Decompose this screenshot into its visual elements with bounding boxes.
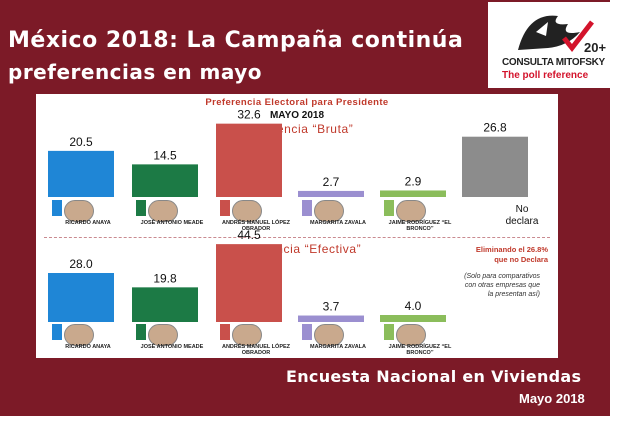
nodeclara-label-line-2: declara xyxy=(505,216,539,227)
candidate-photo xyxy=(148,200,178,222)
section-divider xyxy=(44,237,550,238)
elimination-annotation-line-2: que no Declara xyxy=(494,255,548,264)
footer-survey-title: Encuesta Nacional en Viviendas xyxy=(286,367,582,386)
candidate-photo xyxy=(64,324,94,346)
candidate-name: JOSÉ ANTONIO MEADE xyxy=(140,344,204,350)
bar-efectiva-rodriguez xyxy=(380,315,446,322)
candidate-name: JOSÉ ANTONIO MEADE xyxy=(140,220,204,226)
logo-anniversary: 20+ xyxy=(584,40,607,55)
bar-bruta-lopez-obrador xyxy=(216,123,282,197)
chart-header-line-2: MAYO 2018 xyxy=(269,110,325,121)
candidate-photo xyxy=(314,200,344,222)
candidate-photo xyxy=(148,324,178,346)
independent-logo-icon xyxy=(384,200,394,216)
pri-party-logo-icon xyxy=(136,324,146,340)
candidate-badge-efectiva-zavala: MARGARITA ZAVALA xyxy=(302,324,374,354)
candidate-name: ANDRÉS MANUEL LÓPEZ OBRADOR xyxy=(221,220,291,232)
chart-header-line-1: Preferencia Electoral para Presidente xyxy=(205,97,389,108)
candidate-badge-bruta-anaya: RICARDO ANAYA xyxy=(52,200,124,230)
comparison-note-line-2: con otras empresas que xyxy=(464,282,540,289)
elimination-annotation-line-1: Eliminando el 26.8% xyxy=(475,245,548,254)
title-line-2: preferencias en mayo xyxy=(8,60,263,84)
bar-bruta-meade xyxy=(132,164,198,197)
data-label-efectiva-rodriguez: 4.0 xyxy=(405,299,422,313)
chart-panel: Preferencia Electoral para Presidente MA… xyxy=(36,94,558,358)
consulta-mitofsky-logo: 20+ CONSULTA MITOFSKY The poll reference xyxy=(488,2,616,88)
footer-date: Mayo 2018 xyxy=(519,391,585,406)
candidate-badge-bruta-zavala: MARGARITA ZAVALA xyxy=(302,200,374,230)
bar-chart-canvas: 20.5 14.5 32.6 2.7 2.9 26.8 28.0 19.8 44.5 3.7 4.0 xyxy=(48,108,528,322)
bar-efectiva-lopez-obrador xyxy=(216,244,282,322)
comparison-note-line-3: la presentan así) xyxy=(487,291,540,298)
candidate-name: RICARDO ANAYA xyxy=(65,220,111,226)
candidate-badge-bruta-lopez-obrador: ANDRÉS MANUEL LÓPEZ OBRADOR xyxy=(220,200,292,232)
title-line-1: México 2018: La Campaña continúa xyxy=(8,28,464,53)
candidate-name: JAIME RODRÍGUEZ “EL BRONCO” xyxy=(388,220,452,232)
logo-tagline: The poll reference xyxy=(502,70,589,81)
bar-efectiva-anaya xyxy=(48,273,114,322)
independent-logo-icon xyxy=(302,200,312,216)
candidate-photo xyxy=(64,200,94,222)
candidate-photo xyxy=(232,200,262,222)
candidate-name: MARGARITA ZAVALA xyxy=(309,220,366,226)
candidate-badge-bruta-rodriguez: JAIME RODRÍGUEZ “EL BRONCO” xyxy=(384,200,456,232)
bar-efectiva-meade xyxy=(132,287,198,322)
data-label-bruta-zavala: 2.7 xyxy=(323,175,340,189)
data-label-bruta-no-declara: 26.8 xyxy=(483,121,507,135)
data-label-bruta-rodriguez: 2.9 xyxy=(405,174,422,188)
data-label-efectiva-meade: 19.8 xyxy=(153,271,177,285)
nodeclara-label: No declara xyxy=(492,204,552,228)
candidate-name: MARGARITA ZAVALA xyxy=(309,344,366,350)
logo-brand: CONSULTA MITOFSKY xyxy=(502,57,605,68)
morena-party-logo-icon xyxy=(220,200,230,216)
candidate-name: ANDRÉS MANUEL LÓPEZ OBRADOR xyxy=(221,344,291,356)
comparison-note-line-1: (Solo para comparativos xyxy=(464,273,540,280)
data-label-efectiva-anaya: 28.0 xyxy=(69,257,93,271)
data-label-efectiva-lopez-obrador: 44.5 xyxy=(237,228,261,242)
pri-party-logo-icon xyxy=(136,200,146,216)
consulta-mitofsky-logo-icon xyxy=(518,15,594,53)
nodeclara-label-line-1: No xyxy=(515,204,529,215)
independent-logo-icon xyxy=(302,324,312,340)
data-label-bruta-anaya: 20.5 xyxy=(69,135,93,149)
candidate-name: RICARDO ANAYA xyxy=(65,344,111,350)
pan-party-logo-icon xyxy=(52,200,62,216)
data-label-efectiva-zavala: 3.7 xyxy=(323,300,340,314)
candidate-name: JAIME RODRÍGUEZ “EL BRONCO” xyxy=(388,344,452,356)
comparison-note: (Solo para comparativos con otras empres… xyxy=(430,272,540,299)
candidate-badge-efectiva-anaya: RICARDO ANAYA xyxy=(52,324,124,354)
morena-party-logo-icon xyxy=(220,324,230,340)
bar-bruta-zavala xyxy=(298,190,364,197)
candidate-photo xyxy=(232,324,262,346)
candidate-badge-efectiva-rodriguez: JAIME RODRÍGUEZ “EL BRONCO” xyxy=(384,324,456,356)
bar-efectiva-zavala xyxy=(298,315,364,322)
data-label-bruta-lopez-obrador: 32.6 xyxy=(237,108,261,122)
candidate-photo xyxy=(396,200,426,222)
data-label-bruta-meade: 14.5 xyxy=(153,148,177,162)
candidate-badge-efectiva-lopez-obrador: ANDRÉS MANUEL LÓPEZ OBRADOR xyxy=(220,324,292,356)
elimination-annotation: Eliminando el 26.8% que no Declara xyxy=(418,245,548,265)
pan-party-logo-icon xyxy=(52,324,62,340)
bar-bruta-no-declara xyxy=(462,136,528,197)
bar-bruta-rodriguez xyxy=(380,190,446,197)
candidate-photo xyxy=(396,324,426,346)
independent-logo-icon xyxy=(384,324,394,340)
candidate-badge-bruta-meade: JOSÉ ANTONIO MEADE xyxy=(136,200,208,230)
candidate-photo xyxy=(314,324,344,346)
candidate-badge-efectiva-meade: JOSÉ ANTONIO MEADE xyxy=(136,324,208,354)
bar-bruta-anaya xyxy=(48,150,114,197)
